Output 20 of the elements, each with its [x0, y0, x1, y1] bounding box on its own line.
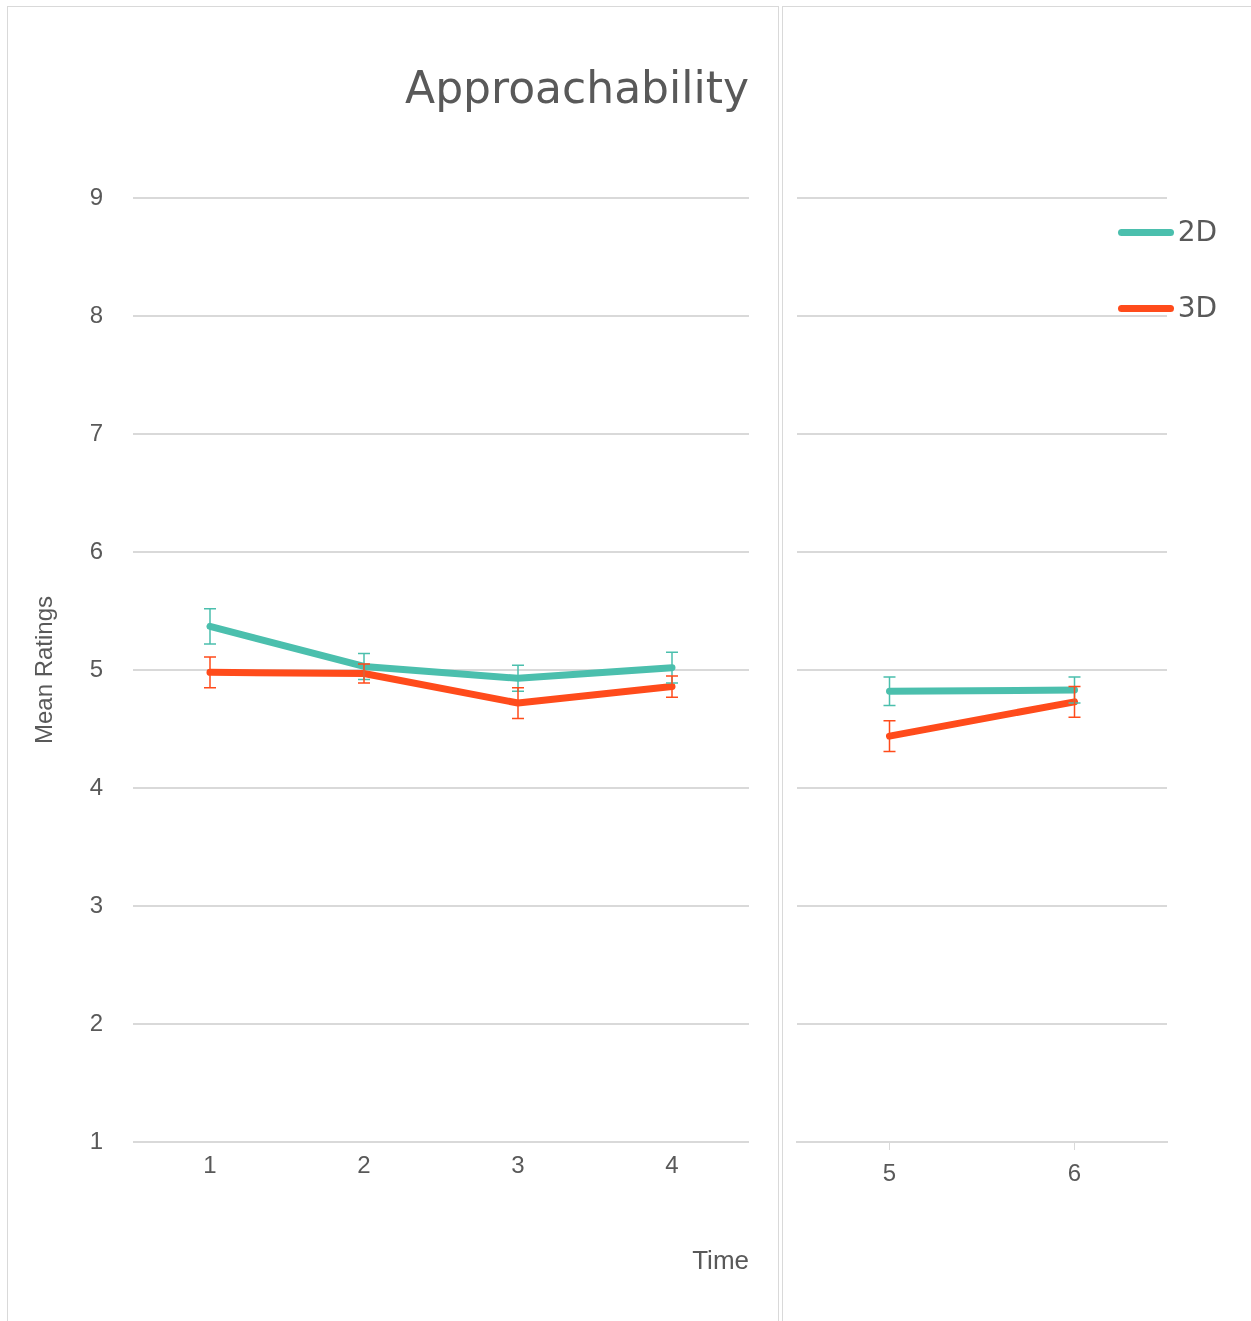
legend-label: 3D	[1177, 291, 1217, 324]
x-tick-label: 2	[357, 1151, 371, 1179]
y-tick-label: 9	[89, 182, 103, 210]
y-tick-label: 3	[89, 890, 103, 918]
legend-label: 2D	[1177, 215, 1217, 248]
chart-title: Approachability	[405, 62, 749, 114]
x-tick-label: 3	[511, 1151, 525, 1179]
y-tick-label: 2	[89, 1008, 103, 1036]
y-axis-title: Mean Ratings	[29, 595, 57, 745]
x-axis-title: Time	[692, 1244, 749, 1275]
y-tick-label: 5	[89, 654, 103, 682]
y-tick-label: 1	[89, 1126, 103, 1154]
x-tick-label: 4	[665, 1151, 679, 1179]
y-tick-label: 6	[89, 536, 103, 564]
y-tick-label: 8	[89, 300, 103, 328]
x-tick-label: 1	[203, 1151, 217, 1179]
x-tick-label: 6	[1067, 1159, 1082, 1187]
x-tick-label: 5	[882, 1159, 897, 1187]
y-tick-label: 4	[89, 772, 103, 800]
y-tick-label: 7	[89, 418, 103, 446]
